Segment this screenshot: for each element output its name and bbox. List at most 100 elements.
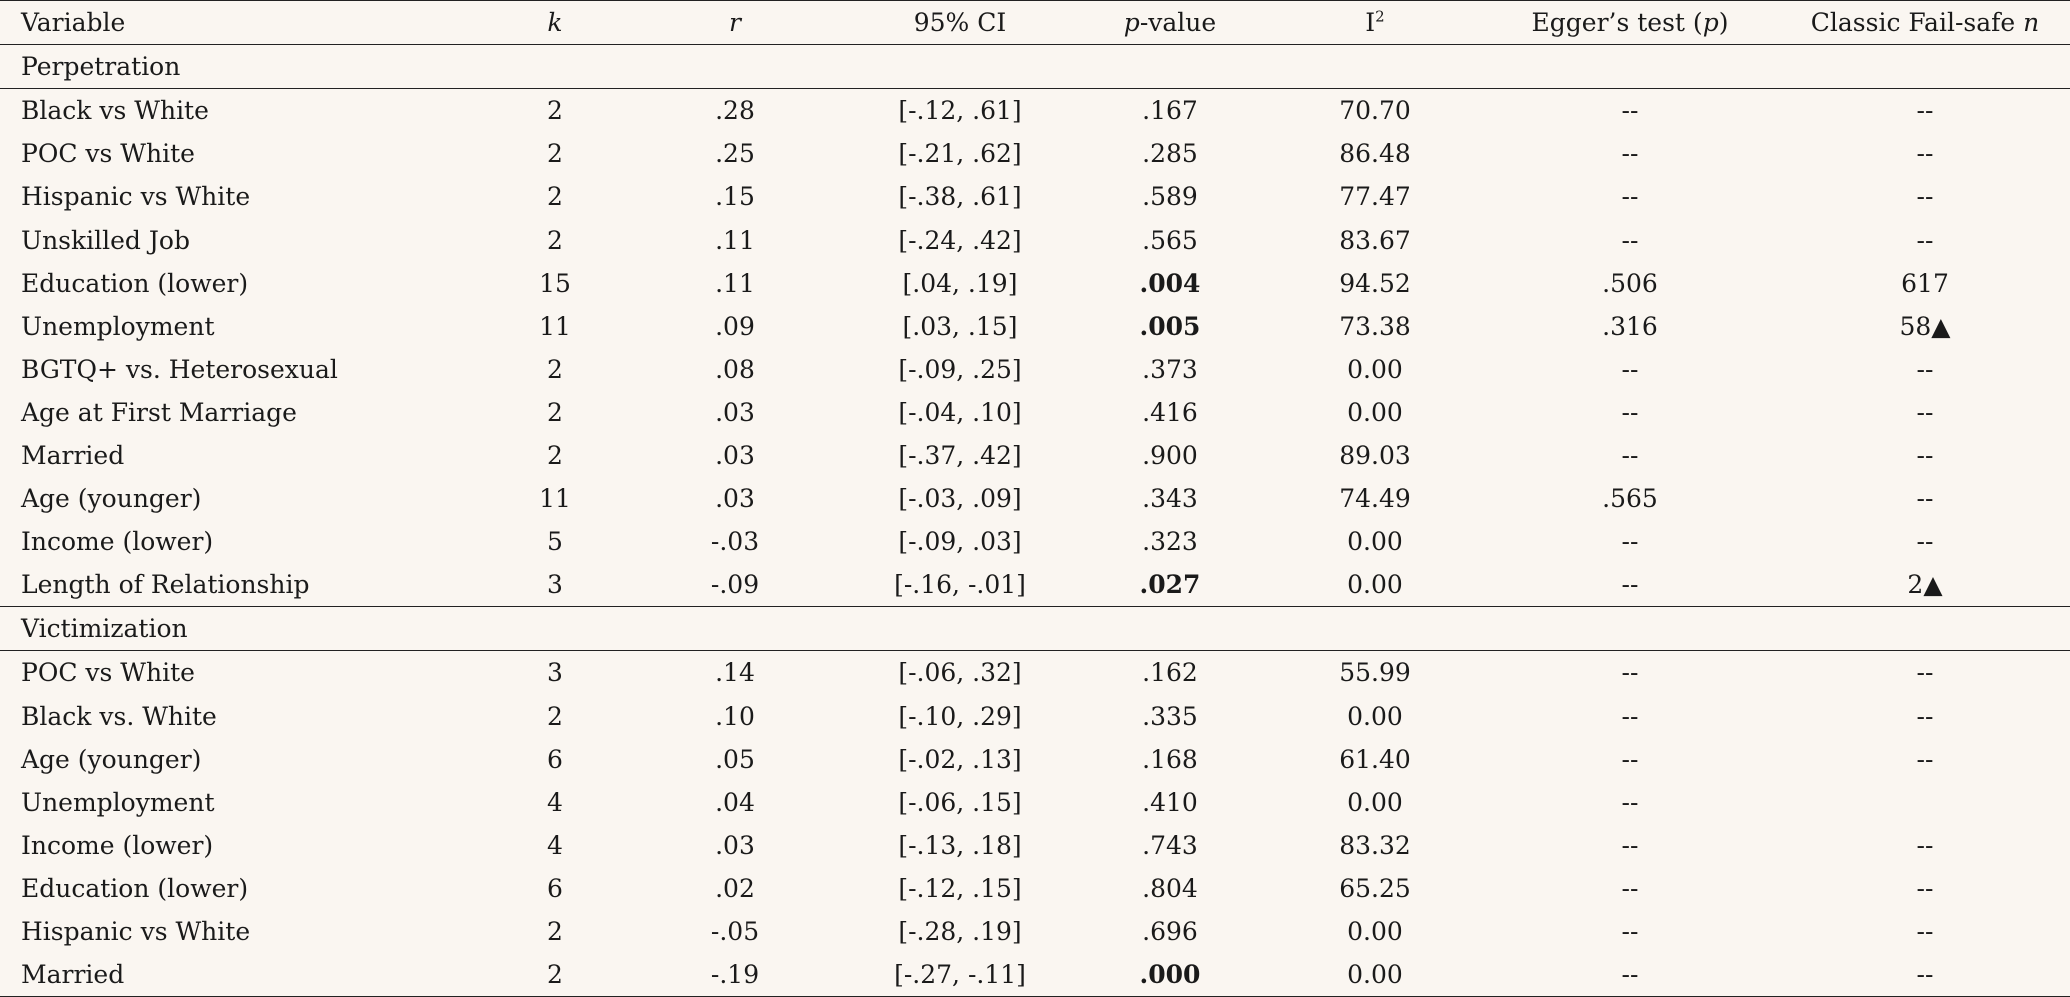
cell-p-value: .373 <box>1142 354 1198 384</box>
cell-failsafe: 617 <box>1901 268 1949 298</box>
cell-failsafe: -- <box>1916 527 1934 557</box>
cell-k: 6 <box>547 744 563 774</box>
cell-failsafe: -- <box>1916 873 1934 903</box>
header-failsafe: Classic Fail-safe n <box>1780 0 2070 46</box>
cell-variable: Age (younger) <box>21 484 202 514</box>
cell-ci: [-.09, .03] <box>898 527 1022 557</box>
cell-r: .11 <box>715 268 755 298</box>
cell-k: 3 <box>547 658 563 688</box>
header-p-value: p-value <box>1070 0 1270 46</box>
cell-variable: Income (lower) <box>21 527 214 557</box>
cell-i2: 0.00 <box>1347 397 1403 427</box>
cell-variable: Hispanic vs White <box>21 182 251 212</box>
cell-k: 11 <box>539 484 571 514</box>
cell-i2: 77.47 <box>1339 182 1411 212</box>
cell-failsafe: -- <box>1916 701 1934 731</box>
cell-failsafe: -- <box>1916 354 1934 384</box>
header-failsafe-pre: Classic Fail-safe <box>1810 8 2024 38</box>
header-egger-pre: Egger’s test ( <box>1531 8 1703 38</box>
cell-k: 2 <box>547 225 563 255</box>
cell-p-value: .335 <box>1142 701 1198 731</box>
cell-k: 5 <box>547 527 563 557</box>
cell-ci: [-.16, -.01] <box>894 570 1026 600</box>
cell-r: .03 <box>715 397 755 427</box>
cell-failsafe: 58▲ <box>1899 311 1951 341</box>
cell-variable: POC vs White <box>21 139 195 169</box>
cell-ci: [-.37, .42] <box>898 440 1022 470</box>
table-row: Married 2 .03 [-.37, .42] .900 89.03 -- -- <box>0 434 2070 477</box>
cell-k: 2 <box>490 953 620 997</box>
cell-variable: Age (younger) <box>21 744 202 774</box>
cell-r: .10 <box>715 701 755 731</box>
table-row: Unemployment 11 .09 [.03, .15] .005 73.38 .316… <box>0 305 2070 348</box>
table-row: Income (lower) 5 -.03 [-.09, .03] .323 0.00 --… <box>0 520 2070 563</box>
cell-k: 2 <box>547 96 563 126</box>
table-row: Hispanic vs White 2 .15 [-.38, .61] .589 77.4… <box>0 175 2070 218</box>
table-row: Education (lower) 6 .02 [-.12, .15] .804 65.2… <box>0 867 2070 910</box>
cell-p-value: .804 <box>1142 873 1198 903</box>
cell-p-value: .589 <box>1142 182 1198 212</box>
cell-i2: 83.67 <box>1339 225 1411 255</box>
cell-ci: [-.02, .13] <box>898 744 1022 774</box>
cell-variable: BGTQ+ vs. Heterosexual <box>21 354 338 384</box>
cell-failsafe: -- <box>1916 658 1934 688</box>
cell-egger: .316 <box>1602 311 1658 341</box>
cell-variable: Black vs. White <box>21 701 217 731</box>
cell-failsafe: -- <box>1916 917 1934 947</box>
header-variable: Variable <box>0 0 490 46</box>
cell-p-value: .565 <box>1142 225 1198 255</box>
cell-r: .02 <box>715 873 755 903</box>
cell-i2: 0.00 <box>1347 917 1403 947</box>
table-row: Hispanic vs White 2 -.05 [-.28, .19] .696 0.0… <box>0 910 2070 953</box>
cell-egger: .565 <box>1602 484 1658 514</box>
cell-egger: -- <box>1621 182 1639 212</box>
cell-variable: Married <box>0 953 490 997</box>
cell-i2: 89.03 <box>1339 440 1411 470</box>
cell-i2: 0.00 <box>1347 701 1403 731</box>
cell-ci: [-.06, .15] <box>898 787 1022 817</box>
cell-p-value: .410 <box>1142 787 1198 817</box>
cell-i2: 55.99 <box>1339 658 1411 688</box>
cell-p-value: .000 <box>1070 953 1270 997</box>
cell-k: 2 <box>547 139 563 169</box>
cell-i2: 70.70 <box>1339 96 1411 126</box>
cell-i2: 86.48 <box>1339 139 1411 169</box>
cell-egger: -- <box>1621 830 1639 860</box>
table-row: Income (lower) 4 .03 [-.13, .18] .743 83.32 --… <box>0 824 2070 867</box>
cell-ci: [-.03, .09] <box>898 484 1022 514</box>
cell-variable: Length of Relationship <box>21 570 310 600</box>
cell-ci: [-.24, .42] <box>898 225 1022 255</box>
cell-failsafe: -- <box>1780 953 2070 997</box>
cell-r: -.19 <box>620 953 850 997</box>
cell-i2: 0.00 <box>1347 354 1403 384</box>
cell-egger: -- <box>1621 139 1639 169</box>
cell-variable: Unemployment <box>21 787 215 817</box>
cell-r: -.03 <box>710 527 760 557</box>
cell-r: .03 <box>715 484 755 514</box>
cell-failsafe: -- <box>1916 397 1934 427</box>
header-p-italic: p <box>1123 8 1140 38</box>
cell-i2: 0.00 <box>1347 787 1403 817</box>
header-failsafe-n: n <box>2023 8 2040 38</box>
cell-ci: [-.10, .29] <box>898 701 1022 731</box>
table-row: POC vs White 2 .25 [-.21, .62] .285 86.48 -- -- <box>0 132 2070 175</box>
cell-egger: -- <box>1621 527 1639 557</box>
cell-p-value: .285 <box>1142 139 1198 169</box>
cell-i2: 94.52 <box>1339 268 1411 298</box>
section-header-row: Victimization <box>0 606 2070 652</box>
table-row: Age at First Marriage 2 .03 [-.04, .10] .416… <box>0 391 2070 434</box>
cell-k: 2 <box>547 397 563 427</box>
section-title: Victimization <box>0 606 2070 652</box>
header-ci: 95% CI <box>850 0 1070 46</box>
cell-p-value: .900 <box>1142 440 1198 470</box>
cell-ci: [-.13, .18] <box>898 830 1022 860</box>
table-row: Age (younger) 6 .05 [-.02, .13] .168 61.40 -- -… <box>0 738 2070 781</box>
cell-egger: -- <box>1621 225 1639 255</box>
cell-ci: [-.28, .19] <box>898 917 1022 947</box>
cell-i2: 0.00 <box>1347 527 1403 557</box>
cell-failsafe <box>1780 781 2070 824</box>
table-row: POC vs White 3 .14 [-.06, .32] .162 55.99 -- -- <box>0 651 2070 695</box>
table-row: Age (younger) 11 .03 [-.03, .09] .343 74.49 .5… <box>0 477 2070 520</box>
cell-p-value: .027 <box>1139 570 1201 600</box>
